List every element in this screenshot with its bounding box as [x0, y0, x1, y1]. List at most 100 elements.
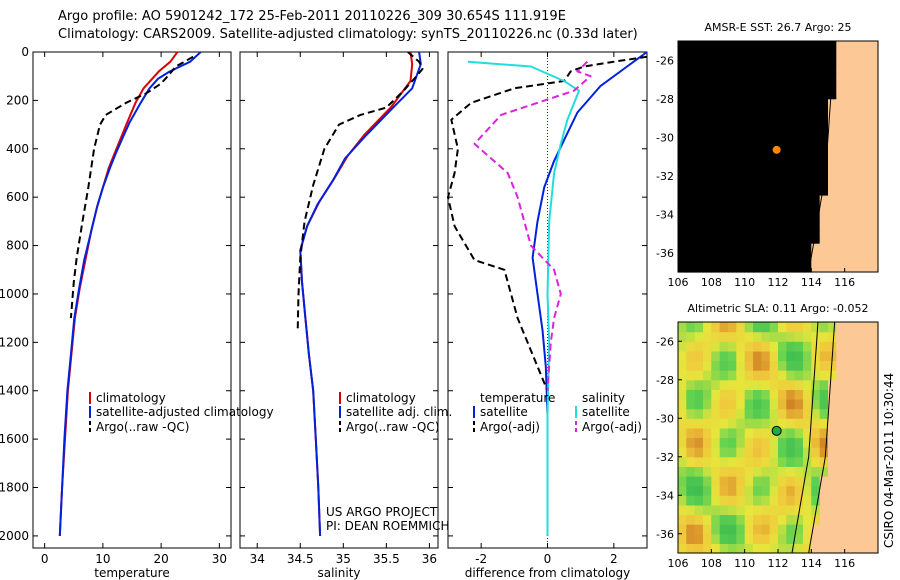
map-cell — [794, 466, 804, 477]
map-cell — [778, 476, 787, 487]
map-cell — [761, 108, 771, 119]
map-cell — [811, 389, 821, 400]
map-cell — [703, 408, 712, 419]
map-cell — [778, 69, 787, 81]
map-cell — [786, 41, 796, 52]
map-cell — [694, 399, 704, 410]
map-cell — [794, 524, 804, 535]
map-cell — [753, 399, 762, 410]
coastline — [808, 321, 836, 554]
timestamp-stamp: CSIRO 04-Mar-2011 10:30:44 — [882, 373, 896, 548]
y-tick-label: -34 — [656, 208, 674, 221]
map-cell — [778, 233, 787, 244]
map-cell — [728, 252, 737, 263]
map-cell — [678, 243, 687, 254]
map-cell — [778, 418, 787, 429]
map-cell — [778, 146, 787, 158]
map-cell — [694, 233, 704, 244]
map-cell — [719, 437, 729, 448]
map-cell — [686, 437, 696, 448]
map-cell — [861, 456, 871, 467]
map-cell — [744, 399, 754, 410]
map-cell — [719, 533, 729, 544]
map-cell — [686, 98, 696, 109]
map-cell — [861, 118, 871, 129]
map-cell — [744, 204, 754, 215]
map-cell — [828, 262, 837, 273]
map-cell — [811, 252, 821, 263]
map-cell — [711, 127, 721, 138]
map-cell — [694, 437, 704, 448]
map-cell — [678, 322, 687, 333]
map-cell — [728, 533, 737, 544]
map-cell — [819, 204, 829, 215]
map-cell — [844, 427, 854, 439]
x-axis-label: difference from climatology — [465, 566, 631, 580]
y-tick-label: -34 — [656, 489, 674, 502]
map-cell — [678, 223, 687, 235]
map-cell — [861, 495, 871, 506]
legend-label: satellite — [582, 405, 630, 419]
map-cell — [778, 185, 787, 196]
map-cell — [728, 350, 737, 362]
map-cell — [711, 447, 721, 458]
map-cell — [786, 137, 796, 148]
map-cell — [694, 408, 704, 419]
map-cell — [686, 262, 696, 273]
map-cell — [761, 427, 771, 439]
map-cell — [728, 156, 737, 167]
map-cell — [836, 60, 846, 71]
map-cell — [686, 214, 696, 225]
map-cell — [703, 322, 712, 333]
map-cell — [778, 399, 787, 410]
x-tick-label: 108 — [701, 557, 722, 570]
map-cell — [753, 137, 762, 148]
map-cell — [769, 495, 779, 506]
map-cell — [744, 504, 754, 516]
map-cell — [861, 427, 871, 439]
map-cell — [811, 379, 821, 390]
map-cell — [786, 447, 796, 458]
x-tick-label: -2 — [475, 552, 487, 566]
map-cell — [703, 399, 712, 410]
map-cell — [853, 156, 862, 167]
map-cell — [719, 466, 729, 477]
map-cell — [819, 399, 829, 410]
map-cell — [769, 156, 779, 167]
map-cell — [761, 185, 771, 196]
map-cell — [678, 543, 687, 554]
map-cell — [744, 524, 754, 535]
map-cell — [719, 543, 729, 554]
map-cell — [828, 79, 837, 90]
map-cell — [828, 60, 837, 71]
map-cell — [678, 466, 687, 477]
map-cell — [719, 379, 729, 390]
map-cell — [744, 146, 754, 158]
map-cell — [803, 389, 812, 400]
map-cell — [753, 166, 762, 177]
map-cell — [869, 447, 879, 458]
map-cell — [786, 341, 796, 352]
map-cell — [694, 447, 704, 458]
map-cell — [686, 379, 696, 390]
map-cell — [794, 175, 804, 186]
map-cell — [819, 543, 829, 554]
map-cell — [853, 41, 862, 52]
map-cell — [836, 427, 846, 439]
map-cell — [786, 543, 796, 554]
map-cell — [736, 427, 746, 439]
map-cell — [778, 89, 787, 100]
map-cell — [711, 41, 721, 52]
map-cell — [819, 427, 829, 439]
map-cell — [786, 89, 796, 100]
map-cell — [778, 370, 787, 381]
coastline — [808, 40, 836, 273]
x-tick-label: 2 — [610, 552, 618, 566]
map-cell — [711, 437, 721, 448]
map-cell — [853, 127, 862, 138]
map-cell — [844, 175, 854, 186]
map-cell — [778, 252, 787, 263]
map-cell — [686, 252, 696, 263]
map-cell — [786, 118, 796, 129]
map-cell — [769, 108, 779, 119]
